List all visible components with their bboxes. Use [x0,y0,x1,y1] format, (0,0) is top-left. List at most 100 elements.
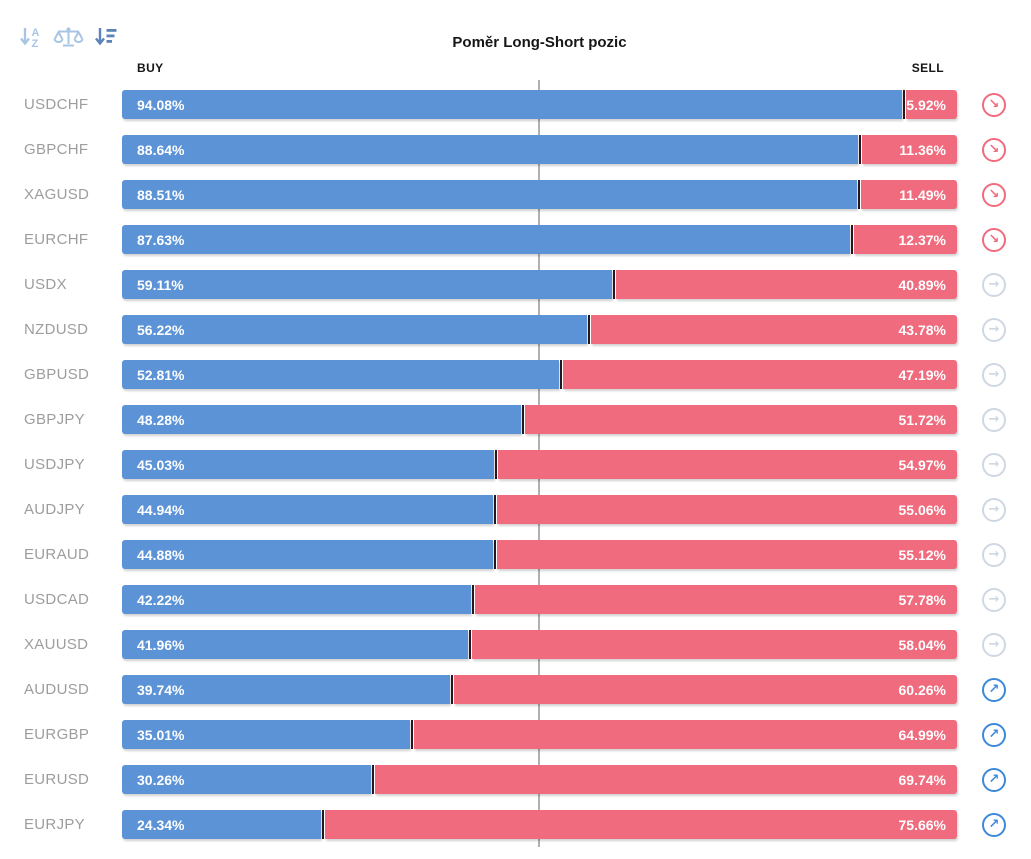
bar-divider [859,135,862,164]
trend-flat-circle-icon[interactable]: → [982,542,1006,567]
instrument-row: XAGUSD 88.51% 11.49% ↘ [0,172,1031,217]
bar-divider [850,225,853,254]
buy-bar-segment[interactable]: 24.34% [122,810,322,839]
instrument-row: AUDJPY 44.94% 55.06% → [0,487,1031,532]
long-short-ratio-bar[interactable]: 94.08% 5.92% [122,90,957,119]
buy-bar-segment[interactable]: 35.01% [122,720,411,749]
buy-bar-segment[interactable]: 88.64% [122,135,859,164]
signal-column: → [957,362,1031,387]
balance-scale-icon[interactable] [53,25,84,49]
trend-down-circle-icon[interactable]: ↘ [982,182,1006,207]
sell-bar-segment[interactable]: 64.99% [414,720,957,749]
long-short-ratio-bar[interactable]: 87.63% 12.37% [122,225,957,254]
trend-down-circle-icon[interactable]: ↘ [982,92,1006,117]
trend-up-circle-icon[interactable]: ↗ [982,677,1006,702]
sell-bar-segment[interactable]: 12.37% [853,225,957,254]
trend-flat-circle-icon[interactable]: → [982,272,1006,297]
long-short-ratio-bar[interactable]: 41.96% 58.04% [122,630,957,659]
buy-bar-segment[interactable]: 88.51% [122,180,858,209]
buy-percentage-label: 45.03% [137,456,185,473]
trend-flat-circle-icon[interactable]: → [982,632,1006,657]
buy-percentage-label: 41.96% [137,636,185,653]
sell-percentage-label: 58.04% [898,636,946,653]
buy-percentage-label: 39.74% [137,681,185,698]
long-short-ratio-bar[interactable]: 24.34% 75.66% [122,810,957,839]
buy-bar-segment[interactable]: 48.28% [122,405,522,434]
buy-bar-segment[interactable]: 44.88% [122,540,493,569]
sell-bar-segment[interactable]: 47.19% [562,360,957,389]
long-short-ratio-bar[interactable]: 52.81% 47.19% [122,360,957,389]
trend-flat-circle-icon[interactable]: → [982,587,1006,612]
sell-bar-segment[interactable]: 60.26% [453,675,957,704]
sell-percentage-label: 69.74% [898,771,946,788]
signal-column: → [957,497,1031,522]
instrument-row: EURAUD 44.88% 55.12% → [0,532,1031,577]
buy-bar-segment[interactable]: 42.22% [122,585,471,614]
buy-percentage-label: 24.34% [137,816,185,833]
buy-percentage-label: 30.26% [137,771,185,788]
long-short-ratio-bar[interactable]: 56.22% 43.78% [122,315,957,344]
trend-up-circle-icon[interactable]: ↗ [982,812,1006,837]
long-short-ratio-bar[interactable]: 42.22% 57.78% [122,585,957,614]
sell-bar-segment[interactable]: 11.49% [861,180,957,209]
sell-bar-segment[interactable]: 55.06% [497,495,957,524]
instrument-row: EURGBP 35.01% 64.99% ↗ [0,712,1031,757]
buy-bar-segment[interactable]: 59.11% [122,270,612,299]
symbol-label: EURGBP [24,726,90,743]
long-short-ratio-bar[interactable]: 88.51% 11.49% [122,180,957,209]
buy-bar-segment[interactable]: 94.08% [122,90,903,119]
bar-divider [450,675,453,704]
sell-bar-segment[interactable]: 54.97% [498,450,957,479]
sell-bar-segment[interactable]: 43.78% [591,315,957,344]
buy-bar-segment[interactable]: 41.96% [122,630,469,659]
sell-bar-segment[interactable]: 11.36% [862,135,957,164]
trend-flat-circle-icon[interactable]: → [982,407,1006,432]
sell-bar-segment[interactable]: 57.78% [474,585,957,614]
long-short-ratio-bar[interactable]: 35.01% 64.99% [122,720,957,749]
sell-bar-segment[interactable]: 5.92% [906,90,957,119]
sell-bar-segment[interactable]: 58.04% [472,630,957,659]
trend-up-circle-icon[interactable]: ↗ [982,767,1006,792]
long-short-ratio-bar[interactable]: 48.28% 51.72% [122,405,957,434]
sell-bar-segment[interactable]: 55.12% [496,540,957,569]
trend-flat-circle-icon[interactable]: → [982,362,1006,387]
symbol-label: GBPUSD [24,366,90,383]
trend-arrow-glyph: → [988,591,1000,607]
trend-flat-circle-icon[interactable]: → [982,497,1006,522]
sort-amount-descending-icon[interactable] [93,25,118,49]
buy-bar-segment[interactable]: 45.03% [122,450,494,479]
buy-bar-segment[interactable]: 52.81% [122,360,559,389]
buy-bar-segment[interactable]: 30.26% [122,765,371,794]
long-short-ratio-bar[interactable]: 59.11% 40.89% [122,270,957,299]
long-short-ratio-bar[interactable]: 45.03% 54.97% [122,450,957,479]
buy-bar-segment[interactable]: 44.94% [122,495,494,524]
bar-divider [322,810,325,839]
trend-up-circle-icon[interactable]: ↗ [982,722,1006,747]
sell-bar-segment[interactable]: 40.89% [615,270,957,299]
trend-arrow-glyph: ↘ [988,96,1000,112]
buy-percentage-label: 44.94% [137,501,185,518]
trend-flat-circle-icon[interactable]: → [982,317,1006,342]
trend-down-circle-icon[interactable]: ↘ [982,137,1006,162]
instrument-row: USDCHF 94.08% 5.92% ↘ [0,82,1031,127]
long-short-ratio-bar[interactable]: 88.64% 11.36% [122,135,957,164]
trend-flat-circle-icon[interactable]: → [982,452,1006,477]
buy-bar-segment[interactable]: 87.63% [122,225,850,254]
sort-alphabetical-descending-icon[interactable]: A Z [18,25,44,49]
sell-bar-segment[interactable]: 69.74% [374,765,957,794]
buy-bar-segment[interactable]: 56.22% [122,315,588,344]
long-short-ratio-bar[interactable]: 30.26% 69.74% [122,765,957,794]
sell-bar-segment[interactable]: 51.72% [525,405,957,434]
buy-percentage-label: 52.81% [137,366,185,383]
long-short-ratio-bar[interactable]: 44.94% 55.06% [122,495,957,524]
buy-percentage-label: 44.88% [137,546,185,563]
long-short-ratio-bar[interactable]: 44.88% 55.12% [122,540,957,569]
bar-divider [411,720,414,749]
long-short-ratio-bar[interactable]: 39.74% 60.26% [122,675,957,704]
trend-down-circle-icon[interactable]: ↘ [982,227,1006,252]
signal-column: → [957,407,1031,432]
svg-text:A: A [32,27,40,39]
buy-percentage-label: 42.22% [137,591,185,608]
buy-bar-segment[interactable]: 39.74% [122,675,450,704]
sell-bar-segment[interactable]: 75.66% [325,810,957,839]
